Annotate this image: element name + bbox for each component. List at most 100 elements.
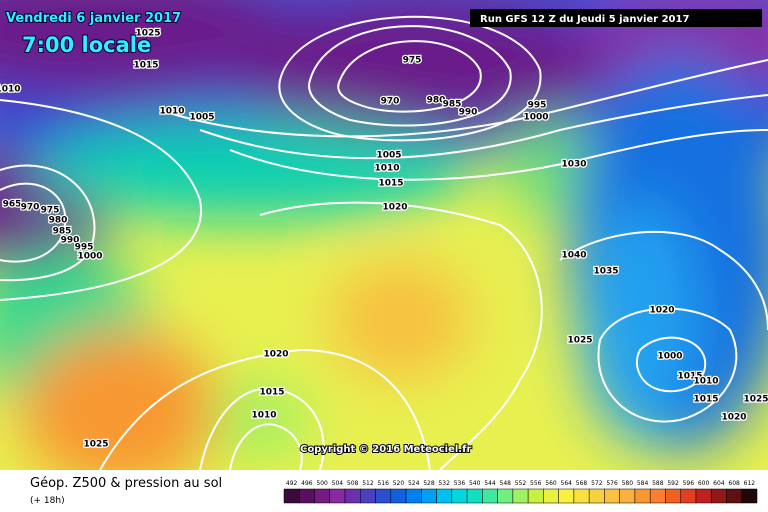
legend-swatch <box>466 488 483 504</box>
isobar-label: 1025 <box>567 336 592 346</box>
legend-swatch <box>360 488 376 504</box>
isobar-label: 1010 <box>374 164 399 174</box>
isobar-label: 980 <box>49 216 68 226</box>
run: Run GFS 12 Z du Jeudi 5 janvier 2017 <box>480 14 689 25</box>
isobar-label: 1025 <box>743 395 768 405</box>
isobar-label: 1025 <box>83 440 108 450</box>
legend-swatch <box>497 488 514 504</box>
legend-swatch <box>390 488 407 504</box>
legend-swatch <box>726 488 742 504</box>
legend-tick: 548 <box>500 480 512 487</box>
isobar-label: 985 <box>443 100 462 110</box>
legend-swatch <box>649 488 666 504</box>
isobar-label: 975 <box>403 56 422 66</box>
legend-tick: 540 <box>469 480 481 487</box>
legend-swatch <box>527 488 544 504</box>
isobar-label: 1020 <box>382 203 407 213</box>
isobar-label: 995 <box>75 243 94 253</box>
legend-swatch <box>283 488 300 504</box>
legend-swatch <box>634 488 651 504</box>
isobar-label: 995 <box>528 101 547 111</box>
legend-tick: 544 <box>484 480 496 487</box>
legend-tick: 600 <box>698 480 710 487</box>
legend-swatch <box>695 488 712 504</box>
isobar-label: 1040 <box>561 251 586 261</box>
isobar-label: 1010 <box>0 85 21 95</box>
legend-tick: 604 <box>713 480 725 487</box>
legend-swatch <box>573 488 590 504</box>
legend-swatch <box>375 488 392 504</box>
legend-swatch <box>558 488 575 504</box>
legend-tick: 496 <box>301 480 313 487</box>
legend-tick: 492 <box>286 480 298 487</box>
legend-swatch <box>512 488 529 504</box>
legend-swatch <box>421 488 437 504</box>
isobar-label: 1030 <box>561 160 586 170</box>
legend-swatch <box>543 488 559 504</box>
legend-tick: 528 <box>423 480 435 487</box>
legend-tick: 592 <box>667 480 679 487</box>
isobar-label: 990 <box>459 108 478 118</box>
legend-tick: 508 <box>347 480 359 487</box>
legend-tick: 504 <box>332 480 344 487</box>
isobar-label: 1020 <box>721 413 746 423</box>
isobar-label: 1025 <box>135 29 160 39</box>
legend-tick: 580 <box>622 480 634 487</box>
legend-tick: 576 <box>606 480 618 487</box>
legend-swatch <box>482 488 498 504</box>
legend-tick: 520 <box>393 480 405 487</box>
isobar-label: 1015 <box>259 388 284 398</box>
date: Vendredi 6 janvier 2017 <box>6 11 181 26</box>
legend-tick: 500 <box>316 480 328 487</box>
legend-tick: 560 <box>545 480 557 487</box>
legend-swatch <box>710 488 727 504</box>
legend-swatch <box>344 488 361 504</box>
isobar-labels: 1025101510109759709809859909951000101010… <box>0 27 768 451</box>
run-box <box>470 9 762 27</box>
isobar-label: 1000 <box>523 113 548 123</box>
legend-tick: 608 <box>728 480 740 487</box>
isobar-label: 1015 <box>693 395 718 405</box>
legend-tick: 552 <box>515 480 527 487</box>
isobar-label: 965 <box>3 200 22 210</box>
isobar-label: 1010 <box>693 377 718 387</box>
isobar-label: 1015 <box>378 179 403 189</box>
isobar-label: 1020 <box>649 306 674 316</box>
legend-swatch <box>604 488 620 504</box>
isobar-label: 1015 <box>677 372 702 382</box>
footer-lead: (+ 18h) <box>30 496 65 506</box>
isobar-label: 1010 <box>251 411 276 421</box>
isobar-label: 980 <box>427 96 446 106</box>
time: 7:00 locale <box>22 33 151 57</box>
color-legend: 492 496 500 504 508 512 516 520 524 528 532 536 540 5… <box>283 480 758 504</box>
legend-tick: 584 <box>637 480 649 487</box>
isobar-label: 1005 <box>376 151 401 161</box>
legend-swatch <box>680 488 697 504</box>
map: 1025101510109759709809859909951000101010… <box>0 0 768 470</box>
isobar-label: 1020 <box>263 350 288 360</box>
legend-tick: 516 <box>377 480 389 487</box>
isobar-label: 990 <box>61 236 80 246</box>
legend-swatch <box>314 488 331 504</box>
isobar-label: 1005 <box>189 113 214 123</box>
legend-tick: 568 <box>576 480 588 487</box>
legend-swatch <box>588 488 605 504</box>
legend-swatch <box>405 488 422 504</box>
isobar-label: 985 <box>53 227 72 237</box>
isobar-label: 1000 <box>657 352 682 362</box>
isobar-label: 975 <box>41 206 60 216</box>
legend-swatch <box>436 488 453 504</box>
isobar-label: 970 <box>381 97 400 107</box>
legend-tick: 524 <box>408 480 420 487</box>
footer-title: Géop. Z500 & pression au sol <box>30 476 222 491</box>
legend-swatch <box>619 488 636 504</box>
legend-tick: 512 <box>362 480 374 487</box>
legend-tick: 536 <box>454 480 466 487</box>
legend-tick: 588 <box>652 480 664 487</box>
isobars <box>0 15 768 470</box>
legend-tick: 572 <box>591 480 603 487</box>
legend-tick: 596 <box>683 480 695 487</box>
isobar-label: 1015 <box>133 61 158 71</box>
isobar-label: 1000 <box>77 252 102 262</box>
